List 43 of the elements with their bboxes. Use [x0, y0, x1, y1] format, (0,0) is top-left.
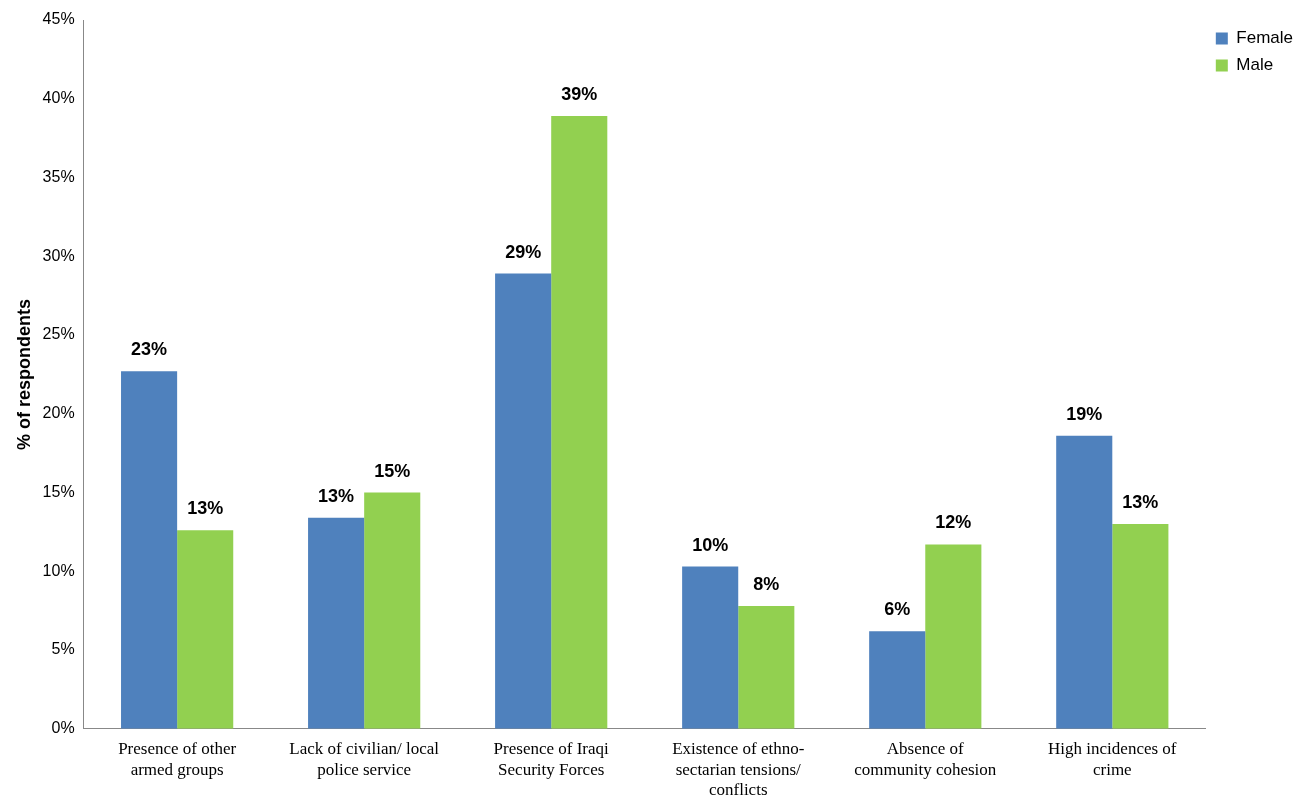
x-tick-label: High incidences of crime: [1048, 739, 1177, 779]
data-label: 6%: [884, 599, 911, 620]
x-tick-label: Presence of other armed groups: [118, 739, 237, 779]
data-label: 29%: [505, 241, 542, 262]
x-tick-label: Absence of community cohesion: [854, 739, 997, 779]
x-tick-label: Presence of Iraqi Security Forces: [493, 739, 610, 779]
y-tick-label: 45%: [42, 10, 75, 28]
data-label: 23%: [131, 339, 168, 360]
data-label: 13%: [1122, 492, 1159, 512]
x-tick-label: Existence of ethno- sectarian tensions/ conflicts: [672, 739, 805, 800]
y-tick-label: 0%: [51, 719, 75, 737]
bar: [869, 631, 926, 729]
bar: [738, 605, 795, 729]
legend-label: Male: [1236, 55, 1274, 75]
y-tick-label: 35%: [42, 167, 75, 185]
bar: [551, 116, 608, 729]
data-label: 13%: [187, 498, 224, 519]
bar: [177, 530, 234, 729]
bar: [682, 566, 739, 729]
x-tick-label: Lack of civilian/ local police service: [289, 739, 440, 779]
bar: [308, 517, 365, 729]
y-tick-label: 5%: [51, 640, 75, 658]
bar: [925, 544, 982, 729]
data-label: 13%: [318, 485, 355, 506]
legend-label: Female: [1236, 28, 1293, 48]
y-axis-title: % of respondents: [13, 298, 34, 450]
data-label: 39%: [561, 84, 598, 105]
bar: [364, 492, 421, 729]
data-label: 15%: [374, 460, 411, 481]
data-label: 8%: [753, 573, 780, 594]
bar: [1112, 524, 1169, 729]
y-tick-label: 20%: [42, 404, 75, 422]
y-tick-label: 15%: [42, 482, 75, 500]
data-label: 12%: [935, 512, 972, 533]
y-tick-label: 40%: [42, 89, 75, 107]
data-label: 10%: [692, 534, 729, 555]
y-tick-label: 30%: [42, 246, 75, 264]
bar: [495, 273, 552, 729]
data-label: 19%: [1066, 403, 1103, 424]
y-tick-label: 25%: [42, 325, 75, 343]
y-tick-label: 10%: [42, 561, 75, 579]
bar: [1056, 435, 1113, 729]
bar: [121, 371, 178, 729]
